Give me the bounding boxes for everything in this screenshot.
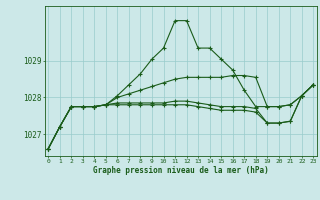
X-axis label: Graphe pression niveau de la mer (hPa): Graphe pression niveau de la mer (hPa) xyxy=(93,166,269,175)
